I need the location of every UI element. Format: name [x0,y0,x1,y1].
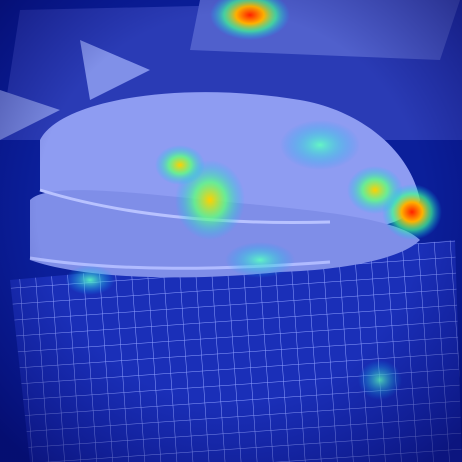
page [0,0,462,462]
vignette [0,0,462,462]
heatmap-image [0,0,462,462]
